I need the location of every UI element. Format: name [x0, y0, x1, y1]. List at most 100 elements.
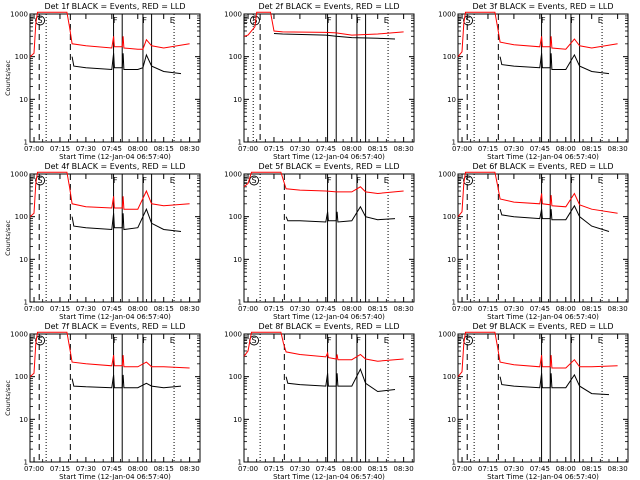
x-tick-label: 08:30 [180, 305, 200, 313]
events-series-line [285, 367, 396, 393]
x-axis-label: Start Time (12-Jan-04 06:57:40) [487, 153, 599, 161]
y-tick-label: 100 [15, 373, 28, 381]
x-tick-label: 07:30 [290, 145, 310, 153]
event-letter-F: F [142, 176, 147, 185]
plot-frame [29, 13, 201, 143]
event-letter-E: E [29, 336, 34, 345]
x-tick-label: 07:30 [504, 305, 524, 313]
event-letter-E: E [170, 336, 175, 345]
event-letter-F: F [327, 176, 332, 185]
x-tick-label: 08:00 [556, 465, 576, 473]
panel-title: Det 5f BLACK = Events, RED = LLD [258, 162, 399, 171]
y-tick-label: 1000 [10, 331, 28, 339]
x-tick-label: 08:15 [154, 465, 174, 473]
x-tick-label: 07:45 [530, 305, 550, 313]
event-letter-F: F [327, 336, 332, 345]
panel-7: Det 7f BLACK = Events, RED = LLD 1 10 100 10… [4, 322, 201, 480]
panel-9: Det 9f BLACK = Events, RED = LLD 1 10 100 10… [438, 322, 629, 480]
event-letter-F: F [327, 16, 332, 25]
y-tick-label: 1000 [438, 11, 456, 19]
x-tick-label: 07:15 [50, 145, 70, 153]
saa-circle [463, 15, 474, 26]
plot-frame [29, 173, 201, 303]
event-letter-S: S [252, 16, 257, 25]
y-tick-label: 100 [443, 373, 456, 381]
x-tick-label: 08:15 [368, 465, 388, 473]
x-tick-label: 08:30 [394, 465, 414, 473]
y-tick-label: 1 [238, 459, 242, 467]
event-letter-E: E [243, 16, 248, 25]
event-letter-E: E [29, 16, 34, 25]
y-tick-label: 1000 [10, 11, 28, 19]
event-letter-F: F [113, 336, 118, 345]
y-tick-label: 1000 [438, 331, 456, 339]
x-tick-label: 08:30 [180, 145, 200, 153]
x-tick-label: 07:45 [316, 305, 336, 313]
y-tick-label: 1 [24, 139, 28, 147]
panel-title: Det 9f BLACK = Events, RED = LLD [472, 322, 613, 331]
x-tick-label: 08:30 [608, 305, 628, 313]
event-letter-F: F [541, 336, 546, 345]
event-letter-S: S [466, 16, 471, 25]
lld-series-line [457, 331, 618, 378]
x-tick-label: 07:15 [50, 305, 70, 313]
event-letter-S: S [466, 336, 471, 345]
x-tick-label: 07:00 [452, 305, 472, 313]
y-tick-label: 10 [19, 416, 28, 424]
lld-series-line [243, 331, 404, 362]
x-axis-label: Start Time (12-Jan-04 06:57:40) [59, 153, 171, 161]
panel-1: Det 1f BLACK = Events, RED = LLD 1 10 100 10… [4, 2, 201, 161]
x-tick-label: 07:00 [24, 465, 44, 473]
x-tick-label: 08:00 [342, 465, 362, 473]
event-letter-F: F [142, 16, 147, 25]
event-letter-E: E [457, 176, 462, 185]
x-axis-label: Start Time (12-Jan-04 06:57:40) [273, 473, 385, 480]
x-tick-label: 07:15 [478, 465, 498, 473]
y-tick-label: 1 [24, 459, 28, 467]
y-axis-label: Counts/sec [4, 220, 12, 256]
x-tick-label: 07:45 [316, 145, 336, 153]
event-letter-F: F [113, 16, 118, 25]
x-tick-label: 07:30 [504, 145, 524, 153]
lld-series-line [457, 11, 618, 58]
x-tick-label: 07:30 [290, 465, 310, 473]
y-tick-label: 100 [443, 53, 456, 61]
y-tick-label: 10 [19, 96, 28, 104]
x-tick-label: 07:15 [50, 465, 70, 473]
x-tick-label: 08:30 [180, 465, 200, 473]
lld-series-line [243, 171, 404, 195]
x-axis-label: Start Time (12-Jan-04 06:57:40) [487, 313, 599, 321]
events-series-line [499, 373, 610, 396]
lld-series-line [29, 331, 190, 378]
y-tick-label: 1000 [10, 171, 28, 179]
panel-title: Det 1f BLACK = Events, RED = LLD [44, 2, 185, 11]
event-letter-E: E [457, 336, 462, 345]
y-tick-label: 100 [229, 373, 242, 381]
x-axis-label: Start Time (12-Jan-04 06:57:40) [273, 153, 385, 161]
y-axis-label: Counts/sec [4, 60, 12, 96]
y-tick-label: 100 [229, 213, 242, 221]
plot-frame [243, 333, 415, 463]
y-tick-label: 10 [447, 416, 456, 424]
panel-2: Det 2f BLACK = Events, RED = LLD 1 10 100 10… [224, 2, 415, 161]
y-tick-label: 1000 [224, 11, 242, 19]
saa-circle [249, 175, 260, 186]
event-letter-E: E [457, 16, 462, 25]
x-tick-label: 08:15 [582, 305, 602, 313]
y-tick-label: 1 [452, 459, 456, 467]
y-tick-label: 100 [229, 53, 242, 61]
x-tick-label: 08:15 [368, 305, 388, 313]
y-tick-label: 1 [238, 139, 242, 147]
event-letter-S: S [38, 176, 43, 185]
y-tick-label: 1 [24, 299, 28, 307]
panel-4: Det 4f BLACK = Events, RED = LLD 1 10 100 10… [4, 162, 201, 321]
events-series-line [71, 207, 182, 232]
x-axis-label: Start Time (12-Jan-04 06:57:40) [273, 313, 385, 321]
panel-title: Det 4f BLACK = Events, RED = LLD [44, 162, 185, 171]
x-tick-label: 07:00 [238, 145, 258, 153]
y-tick-label: 10 [233, 416, 242, 424]
x-tick-label: 08:00 [128, 465, 148, 473]
x-tick-label: 07:15 [264, 145, 284, 153]
events-series-line [71, 374, 182, 389]
plot-frame [29, 333, 201, 463]
